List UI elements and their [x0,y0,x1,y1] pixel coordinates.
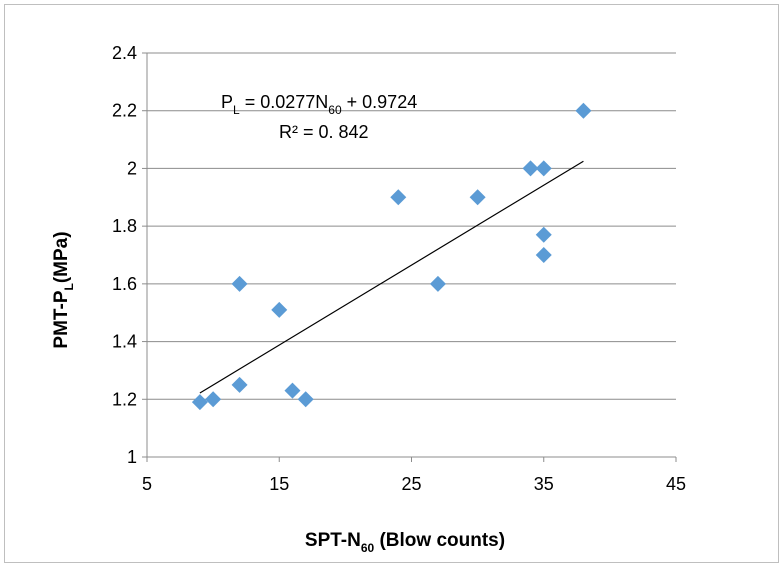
y-tick-label-6: 2.2 [112,101,137,121]
x-tick-label-4: 45 [666,474,686,494]
y-tick-label-5: 2 [127,158,137,178]
y-tick-label-2: 1.4 [112,332,137,352]
data-point-7 [390,189,407,206]
data-point-14 [575,102,592,119]
eq-mid: = 0.0277N [240,92,329,112]
x-title-sub: 60 [361,541,375,555]
data-point-11 [535,160,552,177]
eq-p: P [221,92,233,112]
data-point-12 [535,226,552,243]
x-tick-label-2: 25 [401,474,421,494]
y-title-sub: L [62,283,76,290]
x-axis-title: SPT-N60 (Blow counts) [305,530,505,555]
x-tick-label-0: 5 [142,474,152,494]
y-tick-label-0: 1 [127,447,137,467]
data-point-4 [271,301,288,318]
y-tick-label-4: 1.8 [112,216,137,236]
y-title-rest: (MPa) [51,231,72,283]
y-title-main: PMT-P [51,290,72,348]
eq-n-sub: 60 [328,103,342,117]
eq-p-sub: L [233,103,240,117]
chart-frame: 1 1.2 1.4 1.6 1.8 2 2.2 2.4 5 15 25 35 45 PL = 0.02… [4,4,779,563]
data-point-8 [429,275,446,292]
y-tick-labels: 1 1.2 1.4 1.6 1.8 2 2.2 2.4 [112,43,137,467]
data-points [191,102,592,411]
data-point-1 [205,391,222,408]
data-point-6 [297,391,314,408]
data-point-0 [191,394,208,411]
trendline-group [199,160,584,394]
x-title-main: SPT-N [305,530,361,551]
data-point-3 [231,376,248,393]
r-squared-label: R² = 0. 842 [279,122,369,142]
data-point-13 [535,247,552,263]
y-tick-label-7: 2.4 [112,43,137,63]
x-tick-label-3: 35 [534,474,554,494]
data-point-10 [522,160,539,177]
x-tick-labels: 5 15 25 35 45 [142,474,686,494]
y-axis-title: PMT-PL(MPa) [51,231,76,348]
data-point-9 [469,189,486,206]
gridlines [142,52,677,462]
x-tick-label-1: 15 [269,474,289,494]
y-tick-label-3: 1.6 [112,274,137,294]
x-title-rest: (Blow counts) [374,530,505,551]
scatter-chart: 11.21.41.61.822.22.4 5 15 25 35 45 PL = 0.02… [51,43,686,555]
eq-rest: + 0.9724 [342,92,418,112]
trendline-equation: PL = 0.0277N60 + 0.9724 [221,92,417,117]
y-tick-label-1: 1.2 [112,389,137,409]
trendline [199,160,584,394]
data-point-2 [231,275,248,292]
data-point-5 [284,382,301,399]
